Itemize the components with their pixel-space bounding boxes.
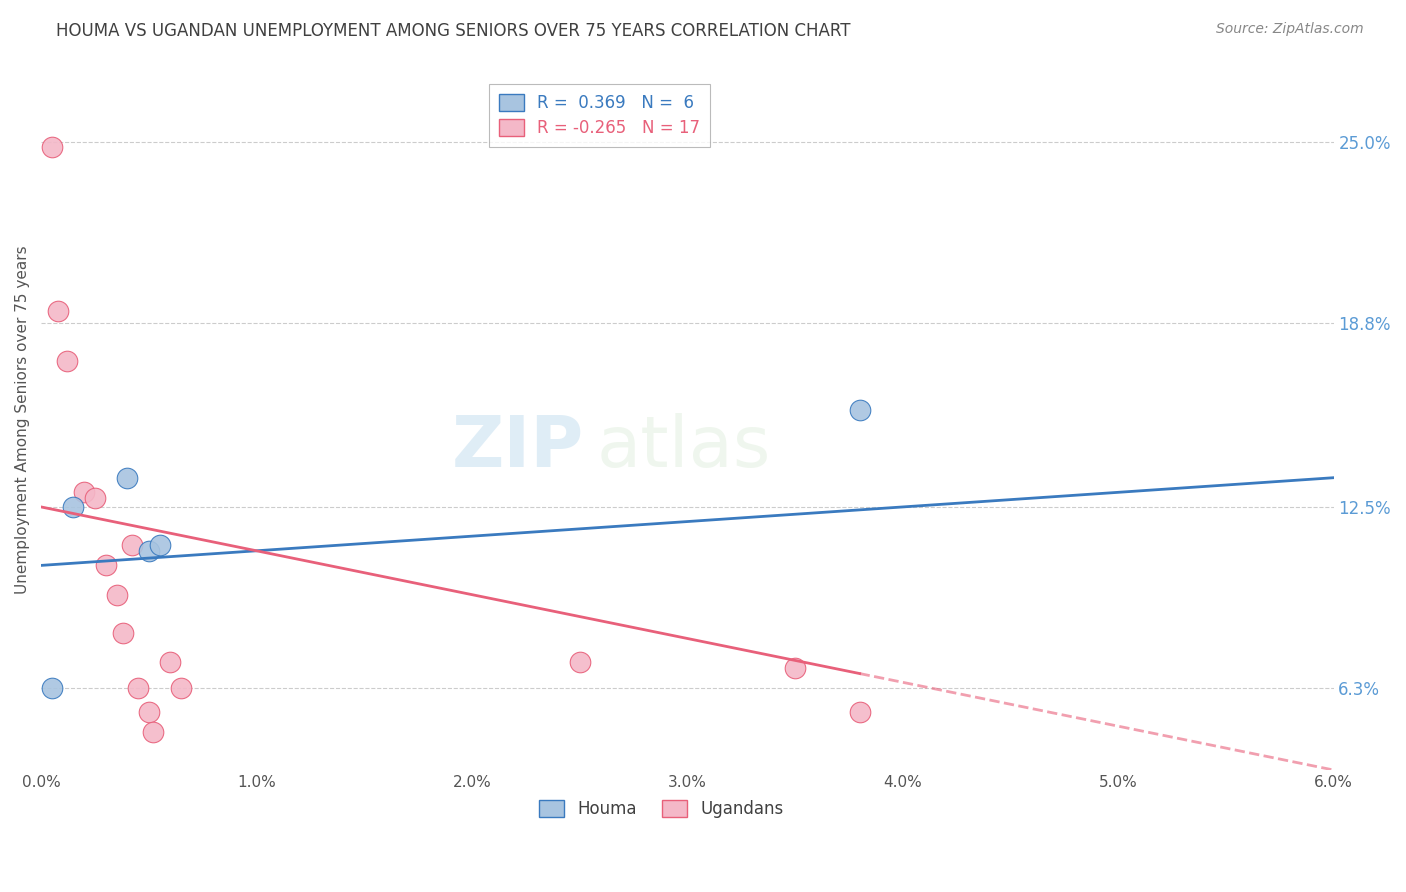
Text: HOUMA VS UGANDAN UNEMPLOYMENT AMONG SENIORS OVER 75 YEARS CORRELATION CHART: HOUMA VS UGANDAN UNEMPLOYMENT AMONG SENI…: [56, 22, 851, 40]
Text: ZIP: ZIP: [451, 413, 583, 482]
Point: [138, 543, 160, 558]
Point: [73, 485, 96, 500]
Point: [783, 661, 806, 675]
Point: [62, 500, 84, 514]
Text: Source: ZipAtlas.com: Source: ZipAtlas.com: [1216, 22, 1364, 37]
Point: [170, 681, 193, 695]
Point: [105, 588, 128, 602]
Point: [159, 655, 181, 669]
Legend: Houma, Ugandans: Houma, Ugandans: [533, 793, 790, 825]
Point: [142, 725, 165, 739]
Point: [41, 681, 63, 695]
Point: [138, 705, 160, 719]
Point: [149, 538, 172, 552]
Point: [94, 558, 117, 573]
Point: [848, 705, 870, 719]
Y-axis label: Unemployment Among Seniors over 75 years: Unemployment Among Seniors over 75 years: [15, 245, 30, 593]
Point: [568, 655, 591, 669]
Point: [848, 403, 870, 417]
Point: [41, 140, 63, 154]
Point: [46, 304, 69, 318]
Point: [117, 471, 139, 485]
Point: [111, 625, 134, 640]
Point: [56, 353, 79, 368]
Point: [84, 491, 107, 505]
Text: atlas: atlas: [596, 413, 772, 482]
Point: [121, 538, 143, 552]
Point: [127, 681, 149, 695]
